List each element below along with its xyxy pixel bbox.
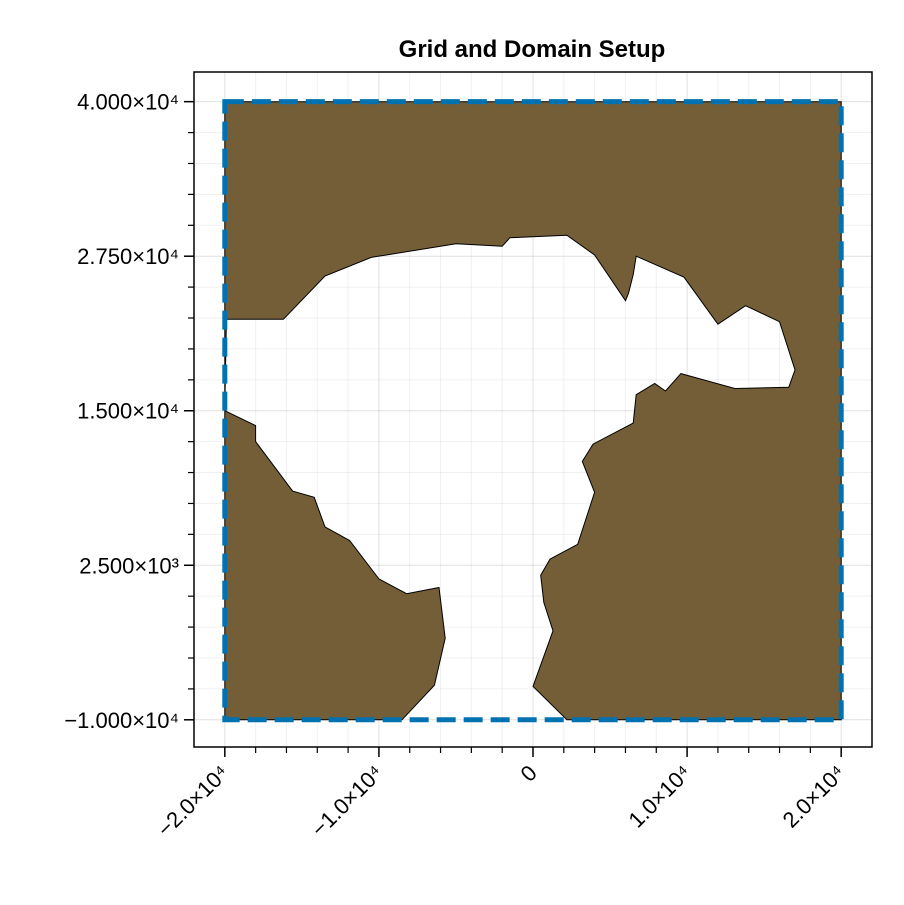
y-tick-label: 1.500×10⁴ (77, 399, 179, 424)
x-tick-label: 0 (515, 760, 541, 786)
chart-title: Grid and Domain Setup (399, 36, 666, 63)
y-tick-label: −1.000×10⁴ (64, 708, 179, 733)
y-tick-label: 2.500×10³ (79, 553, 179, 578)
x-tick-label: 1.0×10⁴ (624, 760, 696, 832)
domain-box (222, 99, 844, 723)
y-tick-label: 2.750×10⁴ (77, 244, 179, 269)
land-mass (224, 101, 842, 721)
x-tick-label: 2.0×10⁴ (778, 760, 850, 832)
x-tick-label: −1.0×10⁴ (306, 760, 387, 841)
domain-boundary (222, 99, 844, 723)
y-tick-label: 4.000×10⁴ (77, 90, 179, 115)
axis-ticks (184, 100, 842, 757)
land-polygon (224, 101, 842, 721)
x-tick-label: −2.0×10⁴ (152, 760, 233, 841)
